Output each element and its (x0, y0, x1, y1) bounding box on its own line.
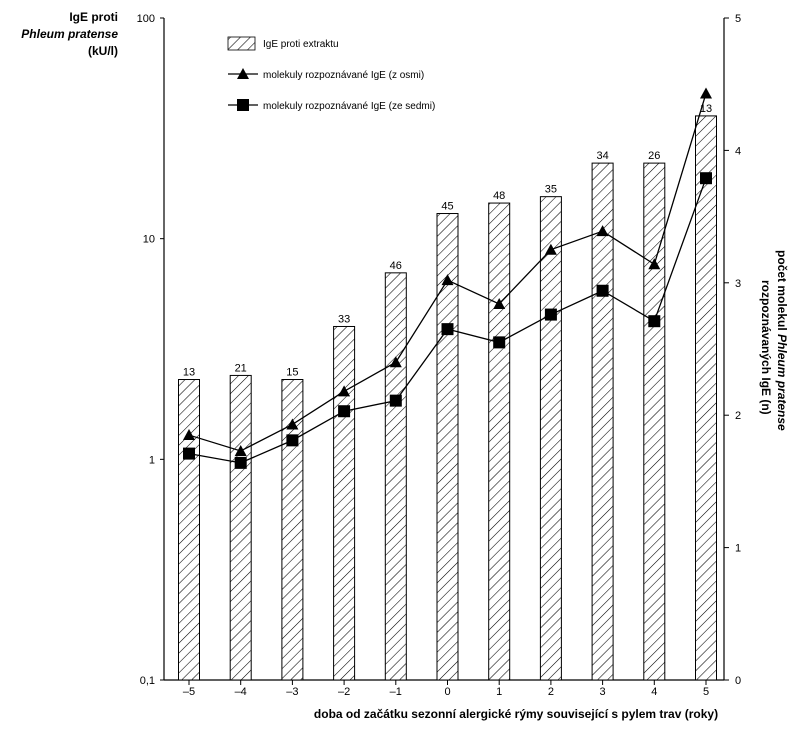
right-axis-title: počet molekul Phleum pratense rozpoznáva… (759, 250, 789, 431)
x-axis-tick-label: 3 (600, 686, 606, 698)
bar-count-label: 21 (235, 362, 247, 374)
series-point-square (183, 447, 195, 460)
left-axis-title-line2: Phleum pratense (21, 27, 118, 41)
right-axis-tick-label: 2 (735, 410, 741, 422)
bar-count-label: 13 (700, 103, 712, 115)
right-axis-title-italic: Phleum pratense (775, 334, 789, 431)
series-point-square (389, 394, 402, 407)
x-axis-tick-label: 1 (496, 686, 502, 698)
left-axis-tick-label: 100 (137, 13, 155, 25)
legend-swatch-bars (227, 36, 256, 51)
bar-count-label: 34 (596, 150, 608, 162)
series-point-square (441, 323, 454, 336)
x-axis-tick-label: –4 (235, 686, 247, 698)
legend-label-bars: IgE proti extraktu (263, 39, 339, 50)
series-point-triangle (441, 274, 454, 286)
series-point-triangle (544, 243, 557, 255)
x-axis-tick-label: 2 (548, 686, 554, 698)
right-axis-tick-label: 5 (735, 13, 741, 25)
right-axis-tick-label: 3 (735, 278, 741, 290)
left-axis-title-line1: IgE proti (69, 10, 118, 24)
x-axis-tick-label: –3 (286, 686, 298, 698)
series-point-square (286, 434, 299, 447)
bar (488, 202, 511, 681)
series-point-triangle (183, 429, 195, 441)
series-point-square (338, 405, 351, 418)
x-axis-tick-label: 5 (703, 686, 709, 698)
series-lines (183, 87, 712, 469)
legend-marker-square (237, 99, 249, 111)
x-axis-tick-label: –2 (338, 686, 350, 698)
series-point-square (648, 315, 661, 328)
series-point-triangle (234, 444, 247, 456)
bar-count-label: 33 (338, 313, 350, 325)
left-axis-title: IgE proti Phleum pratense (kU/l) (21, 10, 118, 58)
x-axis-tick-label: –1 (390, 686, 402, 698)
x-axis-title: doba od začátku sezonní alergické rýmy s… (314, 707, 718, 721)
right-axis-title-line2: rozpoznávaných IgE (n) (759, 280, 773, 415)
x-axis-tick-label: 0 (444, 686, 450, 698)
series-point-triangle (338, 385, 351, 397)
legend-marker-triangle (237, 68, 249, 79)
x-axis-tick-label: 4 (651, 686, 657, 698)
bar-count-label: 46 (390, 260, 402, 272)
series-point-square (596, 284, 609, 297)
bar-count-label: 26 (648, 150, 660, 162)
bar-count-label: 15 (286, 367, 298, 379)
bar-labels: 13 21 15 33 46 45 48 35 34 26 13 (183, 103, 712, 379)
left-axis-tick-label: 0,1 (140, 675, 155, 687)
bar (333, 325, 356, 681)
right-axis-ticks: 0 1 2 3 4 5 (724, 13, 741, 687)
series-point-triangle (389, 356, 402, 368)
x-axis-ticks: –5 –4 –3 –2 –1 0 1 2 3 4 5 (183, 680, 709, 698)
right-axis-tick-label: 0 (735, 675, 741, 687)
right-axis-tick-label: 4 (735, 145, 741, 157)
series-point-triangle (493, 297, 506, 309)
bar (384, 272, 407, 681)
right-axis-tick-label: 1 (735, 543, 741, 555)
series-point-square (700, 172, 712, 185)
bar (539, 196, 562, 681)
series-point-triangle (286, 418, 299, 430)
series-point-square (544, 308, 557, 321)
bar-count-label: 45 (441, 201, 453, 213)
x-axis-tick-label: –5 (183, 686, 195, 698)
bar (591, 162, 614, 681)
bar (695, 115, 717, 681)
series-point-triangle (648, 258, 661, 270)
series-point-triangle (700, 87, 712, 99)
legend-label-triangle: molekuly rozpoznávané IgE (z osmi) (263, 70, 424, 81)
bar-count-label: 48 (493, 190, 505, 202)
legend: IgE proti extraktu molekuly rozpoznávané… (227, 36, 435, 112)
right-axis-title-plain: počet molekul (775, 250, 789, 334)
bar-count-label: 35 (545, 184, 557, 196)
series-point-triangle (596, 225, 609, 237)
bar (178, 379, 200, 681)
left-axis-title-line3: (kU/l) (88, 44, 118, 58)
left-axis-tick-label: 1 (149, 454, 155, 466)
right-axis-title-line1: počet molekul Phleum pratense (775, 250, 789, 431)
series-point-square (234, 456, 247, 469)
left-axis-tick-label: 10 (143, 234, 155, 246)
series-point-square (493, 336, 506, 349)
bar-count-label: 13 (183, 367, 195, 379)
bar (229, 374, 252, 681)
left-axis-ticks: 0,1 1 10 100 (137, 13, 164, 687)
legend-label-square: molekuly rozpoznávané IgE (ze sedmi) (263, 101, 435, 112)
